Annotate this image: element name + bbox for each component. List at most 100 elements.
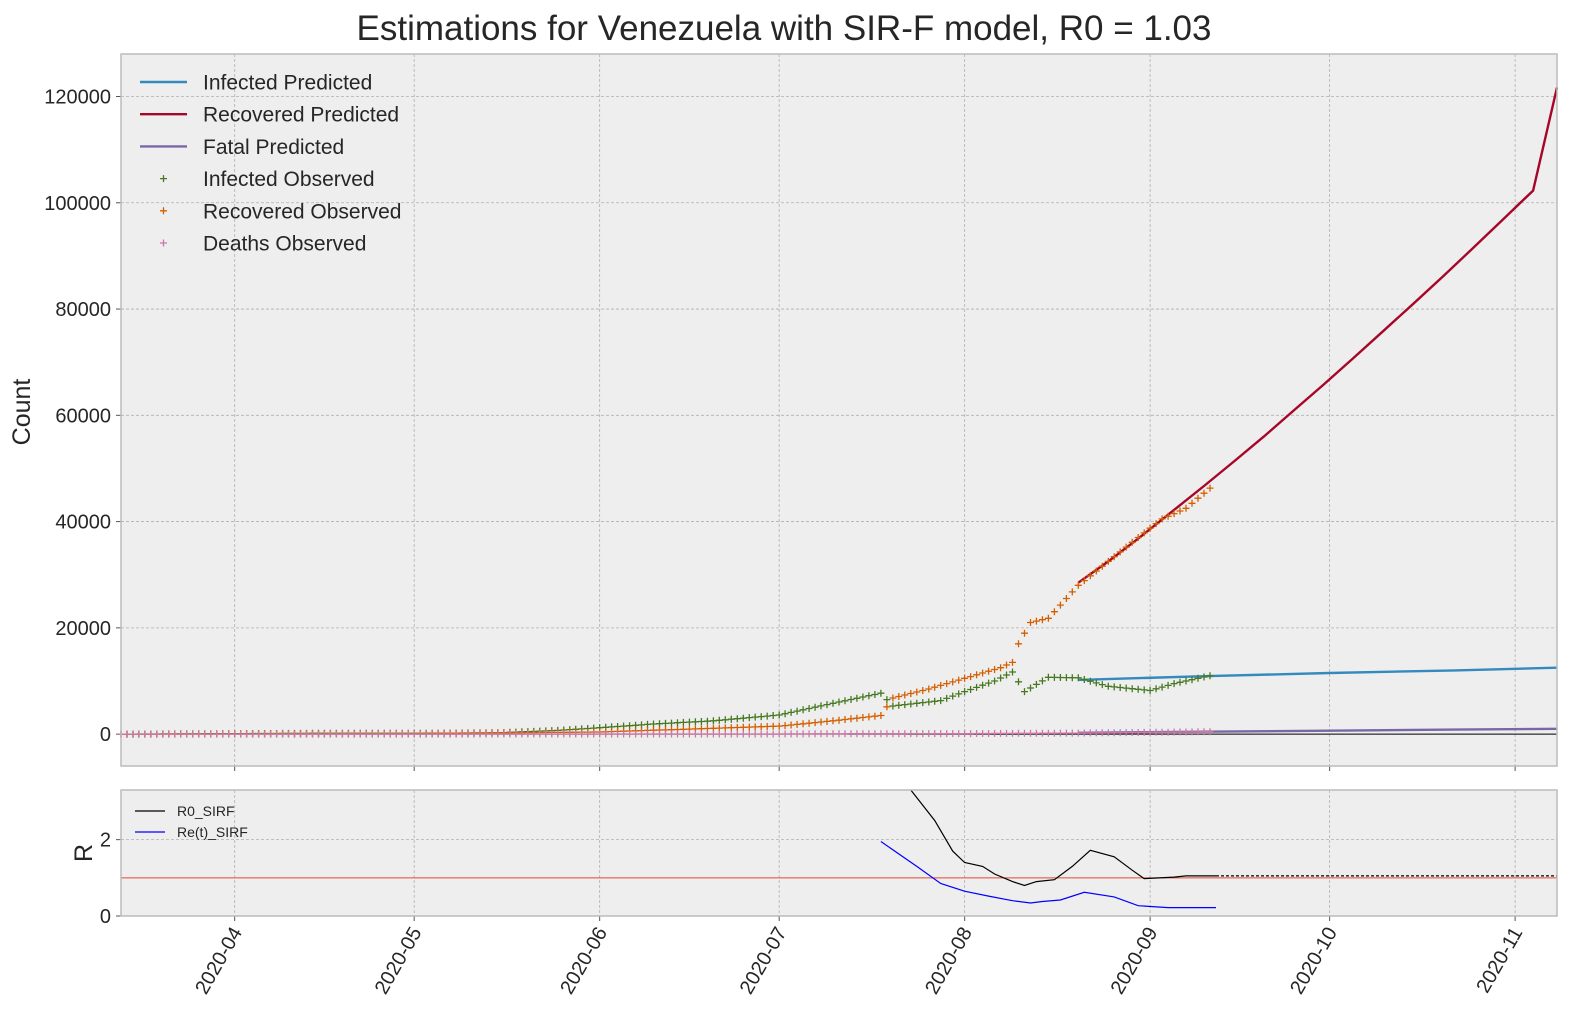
marker-deaths-observed-71 [542, 730, 550, 738]
marker-deaths-observed-18 [225, 730, 233, 738]
marker-deaths-observed-24 [261, 730, 269, 738]
marker-infected-observed-102 [727, 715, 735, 723]
marker-recovered-observed-104 [739, 723, 747, 731]
marker-deaths-observed-98 [703, 730, 711, 738]
marker-deaths-observed-139 [949, 730, 957, 738]
marker-deaths-observed-52 [428, 730, 436, 738]
marker-deaths-observed-181 [1200, 728, 1208, 736]
marker-deaths-observed-162 [1086, 729, 1094, 737]
marker-deaths-observed-124 [859, 730, 867, 738]
marker-recovered-observed-118 [823, 717, 831, 725]
marker-deaths-observed-123 [853, 730, 861, 738]
marker-deaths-observed-94 [679, 730, 687, 738]
marker-deaths-observed-129 [889, 730, 897, 738]
marker-deaths-observed-9 [171, 730, 179, 738]
marker-recovered-observed-112 [787, 721, 795, 729]
marker-deaths-observed-59 [470, 730, 478, 738]
marker-deaths-observed-102 [727, 730, 735, 738]
marker-deaths-observed-142 [967, 730, 975, 738]
marker-infected-observed-162 [1086, 677, 1094, 685]
marker-deaths-observed-160 [1074, 729, 1082, 737]
marker-infected-observed-135 [925, 698, 933, 706]
marker-infected-observed-127 [877, 689, 885, 697]
marker-recovered-observed-132 [907, 690, 915, 697]
marker-recovered-observed-147 [997, 664, 1005, 672]
marker-deaths-observed-152 [1027, 729, 1034, 737]
marker-deaths-observed-120 [835, 730, 843, 738]
marker-deaths-observed-161 [1080, 729, 1088, 737]
marker-recovered-observed-142 [967, 673, 975, 681]
marker-recovered-observed-109 [769, 722, 777, 730]
marker-infected-observed-133 [913, 699, 921, 707]
marker-deaths-observed-137 [937, 730, 945, 738]
marker-deaths-observed-38 [344, 730, 352, 738]
marker-deaths-observed-116 [811, 730, 819, 738]
marker-infected-observed-180 [1194, 674, 1202, 682]
marker-infected-observed-117 [817, 702, 825, 710]
marker-infected-observed-169 [1128, 685, 1136, 693]
x-tick-label-6: 2020-10 [1286, 924, 1342, 999]
main-y-tick-label-4: 80000 [55, 299, 111, 321]
r-legend-label-r0-sirf: R0_SIRF [177, 803, 235, 819]
marker-infected-observed-179 [1188, 676, 1196, 684]
marker-deaths-observed-79 [590, 730, 598, 738]
main-y-tick-label-2: 40000 [55, 512, 111, 534]
marker-deaths-observed-50 [416, 730, 424, 738]
marker-infected-observed-126 [871, 691, 879, 698]
marker-deaths-observed-77 [578, 730, 586, 738]
marker-recovered-observed-114 [799, 720, 807, 728]
legend-swatch-deaths-observed [160, 239, 167, 247]
marker-deaths-observed-133 [913, 730, 921, 738]
marker-deaths-observed-169 [1128, 729, 1136, 736]
marker-deaths-observed-106 [751, 730, 759, 738]
marker-infected-observed-141 [961, 688, 969, 696]
marker-infected-observed-157 [1056, 674, 1064, 681]
marker-recovered-observed-101 [721, 724, 729, 732]
marker-deaths-observed-14 [201, 730, 209, 738]
marker-deaths-observed-72 [548, 730, 556, 738]
marker-deaths-observed-53 [434, 730, 442, 738]
marker-deaths-observed-167 [1116, 729, 1124, 737]
marker-recovered-observed-168 [1122, 543, 1130, 551]
marker-recovered-observed-176 [1170, 510, 1178, 518]
main-background [121, 54, 1557, 766]
marker-recovered-observed-166 [1110, 553, 1118, 561]
marker-infected-observed-105 [745, 714, 753, 722]
series-line-re-t-sirf [880, 841, 1216, 909]
marker-deaths-observed-55 [446, 730, 454, 738]
marker-infected-observed-148 [1003, 671, 1010, 679]
marker-recovered-observed-156 [1050, 608, 1058, 616]
marker-deaths-observed-87 [638, 730, 645, 738]
marker-deaths-observed-15 [207, 730, 215, 738]
main-y-tick-label-6: 120000 [44, 87, 111, 109]
marker-recovered-observed-154 [1038, 616, 1046, 624]
marker-infected-observed-172 [1146, 687, 1154, 694]
marker-deaths-observed-17 [219, 730, 227, 738]
marker-deaths-observed-149 [1009, 729, 1016, 737]
marker-infected-observed-168 [1122, 684, 1130, 692]
x-tick-label-1: 2020-05 [371, 924, 427, 999]
marker-deaths-observed-166 [1110, 729, 1118, 737]
marker-deaths-observed-66 [512, 730, 520, 738]
marker-deaths-observed-100 [715, 730, 723, 738]
marker-infected-observed-170 [1134, 685, 1142, 693]
marker-recovered-observed-167 [1116, 548, 1124, 556]
marker-recovered-observed-128 [883, 703, 891, 711]
marker-recovered-observed-140 [955, 676, 963, 684]
x-tick-label-5: 2020-09 [1107, 924, 1163, 999]
marker-deaths-observed-131 [901, 730, 909, 738]
marker-deaths-observed-7 [159, 730, 167, 738]
marker-deaths-observed-44 [380, 730, 388, 738]
marker-recovered-observed-130 [895, 693, 903, 700]
marker-deaths-observed-168 [1122, 729, 1130, 737]
marker-deaths-observed-10 [177, 730, 185, 738]
marker-infected-observed-94 [679, 718, 687, 726]
marker-deaths-observed-135 [925, 730, 933, 738]
marker-deaths-observed-179 [1188, 728, 1196, 736]
marker-deaths-observed-25 [267, 730, 275, 738]
marker-infected-observed-100 [715, 716, 723, 724]
marker-recovered-observed-148 [1003, 661, 1010, 669]
marker-deaths-observed-40 [356, 730, 364, 738]
marker-deaths-observed-75 [566, 730, 574, 738]
